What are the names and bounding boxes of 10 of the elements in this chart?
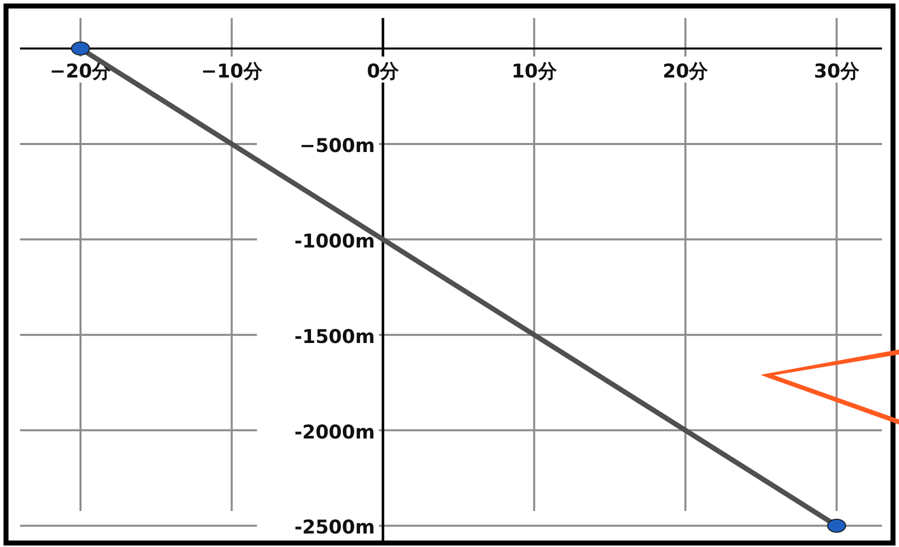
x-tick-label: 10分 (511, 60, 558, 83)
x-tick-label: 30分 (814, 60, 860, 83)
y-tick-label: -1000m (294, 230, 375, 252)
y-tick-label: −500m (300, 134, 375, 157)
y-tick-label: -1500m (294, 326, 375, 348)
y-tick-label: -2000m (294, 421, 375, 444)
y-tick-label: -2500m (294, 516, 375, 539)
x-tick-label: −10分 (201, 60, 264, 83)
x-tick-label: 0分 (366, 60, 400, 83)
x-tick-label: 20分 (662, 60, 710, 83)
